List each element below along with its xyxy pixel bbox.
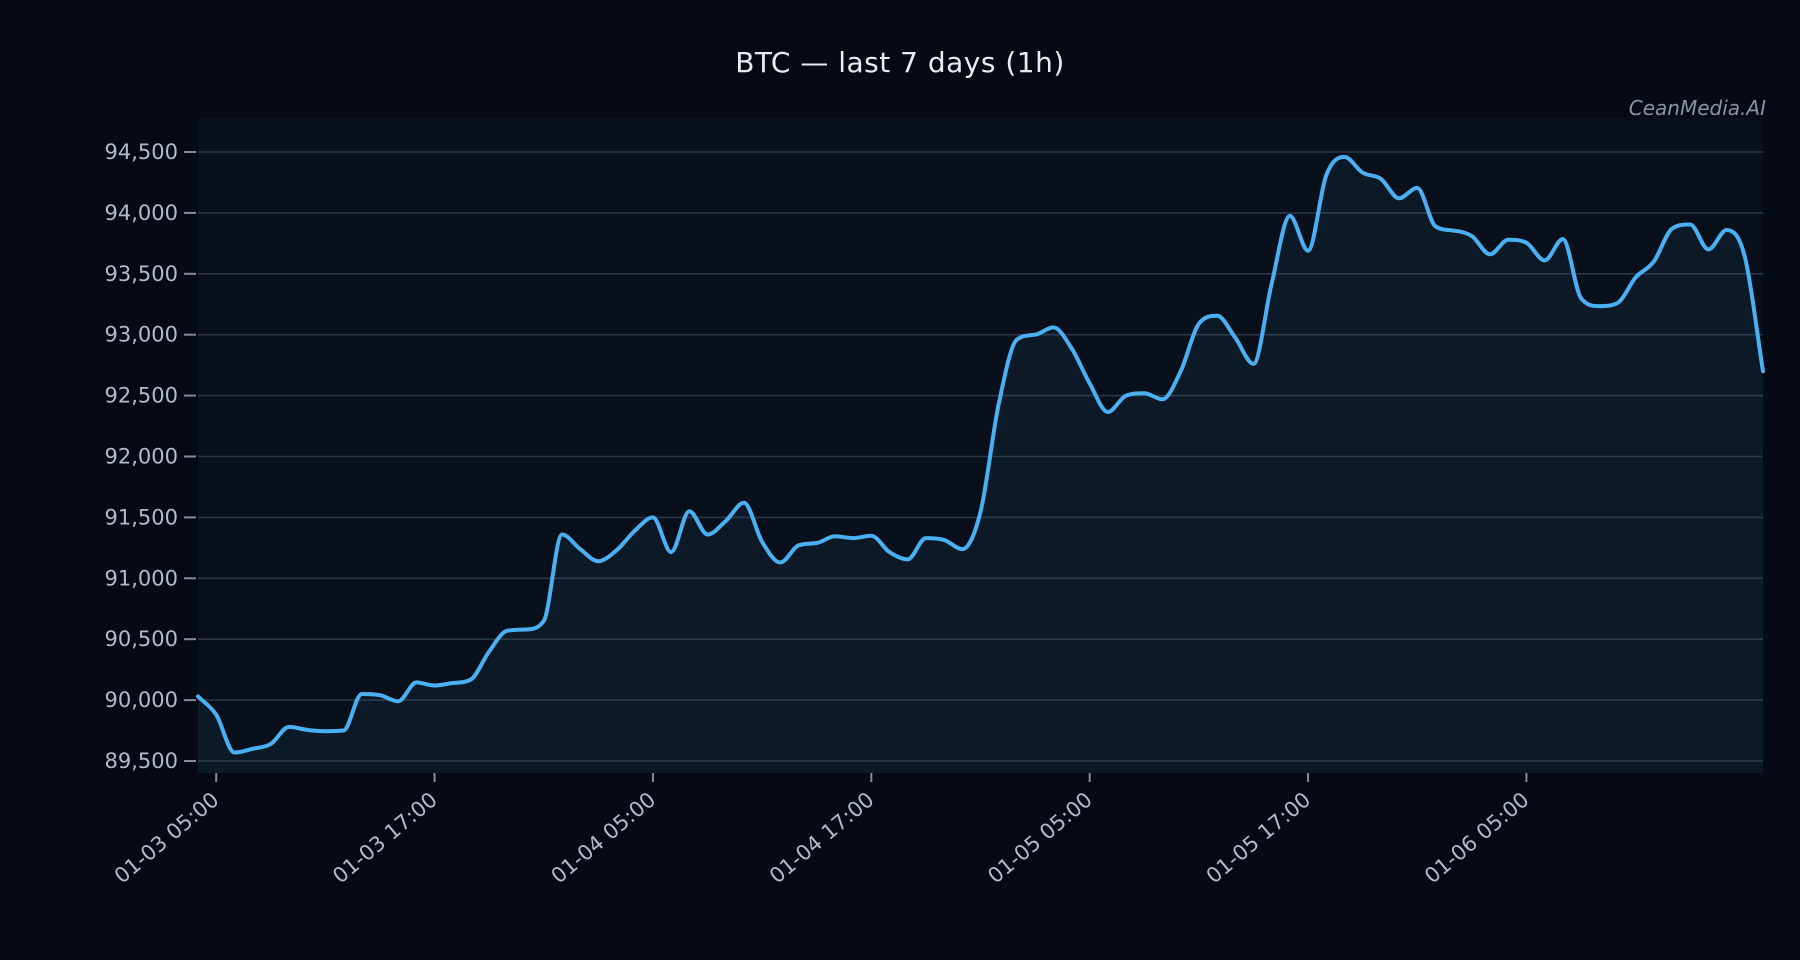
y-tick-label: 94,000: [105, 201, 178, 225]
y-tick-label: 94,500: [105, 140, 178, 164]
x-tick-label: 01-06 05:00: [1420, 787, 1534, 888]
area-fill: [198, 156, 1763, 773]
y-tick-label: 90,500: [105, 627, 178, 651]
x-tick-label: 01-05 05:00: [983, 787, 1097, 888]
x-tick-label: 01-05 17:00: [1202, 787, 1316, 888]
y-tick-label: 91,000: [105, 566, 178, 590]
y-tick-label: 92,500: [105, 384, 178, 408]
x-tick-label: 01-03 17:00: [328, 787, 442, 888]
watermark: CeanMedia.AI: [1628, 96, 1766, 120]
y-tick-label: 89,500: [105, 749, 178, 773]
y-tick-label: 91,500: [105, 505, 178, 529]
price-line: [196, 154, 1765, 755]
x-tick-label: 01-04 17:00: [765, 787, 879, 888]
y-tick-label: 90,000: [105, 688, 178, 712]
plot-area-background: [198, 118, 1763, 773]
x-tick-label: 01-04 05:00: [547, 787, 661, 888]
chart-title: BTC — last 7 days (1h): [735, 46, 1065, 79]
y-tick-label: 93,500: [105, 262, 178, 286]
y-tick-label: 93,000: [105, 323, 178, 347]
x-tick-label: 01-03 05:00: [110, 787, 224, 888]
y-tick-label: 92,000: [105, 445, 178, 469]
